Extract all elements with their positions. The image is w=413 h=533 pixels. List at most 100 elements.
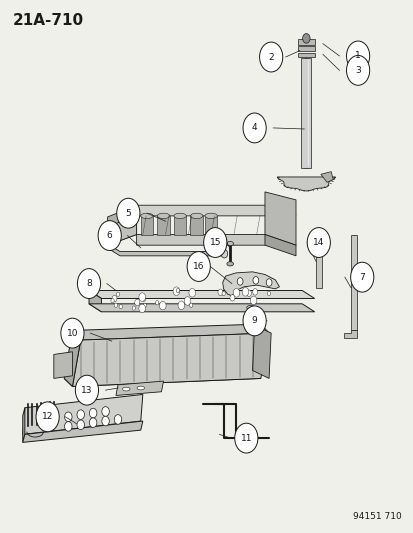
Text: 9: 9: [251, 317, 257, 325]
Circle shape: [159, 301, 166, 310]
Text: 2: 2: [268, 53, 273, 61]
FancyBboxPatch shape: [297, 39, 314, 45]
Circle shape: [184, 297, 190, 305]
Text: 16: 16: [192, 262, 204, 271]
Circle shape: [302, 34, 309, 43]
Circle shape: [132, 306, 135, 310]
Polygon shape: [107, 216, 136, 245]
Circle shape: [64, 412, 72, 422]
Circle shape: [143, 303, 146, 308]
Circle shape: [61, 318, 84, 348]
Circle shape: [138, 304, 145, 313]
Ellipse shape: [137, 386, 144, 390]
Text: 11: 11: [240, 434, 252, 442]
Text: 1: 1: [354, 52, 360, 60]
Circle shape: [259, 42, 282, 72]
Polygon shape: [72, 333, 268, 386]
Polygon shape: [222, 272, 279, 296]
Circle shape: [187, 252, 210, 281]
Circle shape: [77, 410, 84, 419]
Ellipse shape: [173, 213, 186, 219]
Text: 12: 12: [42, 413, 53, 421]
Polygon shape: [173, 216, 186, 235]
Circle shape: [221, 292, 225, 296]
Polygon shape: [89, 304, 314, 312]
Circle shape: [89, 408, 97, 418]
Circle shape: [111, 298, 114, 303]
Ellipse shape: [226, 241, 233, 246]
Circle shape: [112, 295, 117, 302]
Circle shape: [233, 288, 239, 297]
Polygon shape: [64, 330, 81, 386]
Circle shape: [142, 297, 145, 302]
Text: 6: 6: [107, 231, 112, 240]
Circle shape: [221, 249, 227, 258]
Circle shape: [188, 288, 195, 297]
Circle shape: [178, 301, 184, 310]
Polygon shape: [136, 205, 295, 216]
FancyBboxPatch shape: [297, 53, 314, 57]
Ellipse shape: [190, 213, 202, 219]
Circle shape: [246, 290, 251, 296]
Circle shape: [98, 221, 121, 251]
Circle shape: [89, 418, 97, 427]
Polygon shape: [320, 172, 332, 182]
Circle shape: [77, 269, 100, 298]
FancyBboxPatch shape: [350, 235, 356, 330]
Circle shape: [102, 407, 109, 416]
Circle shape: [77, 420, 84, 430]
Ellipse shape: [246, 305, 254, 310]
Circle shape: [267, 291, 270, 295]
Circle shape: [155, 301, 159, 305]
Circle shape: [306, 228, 330, 257]
Circle shape: [346, 55, 369, 85]
Circle shape: [252, 277, 258, 284]
FancyBboxPatch shape: [301, 58, 311, 168]
Circle shape: [75, 375, 98, 405]
Circle shape: [114, 415, 121, 424]
Polygon shape: [136, 235, 295, 245]
Circle shape: [189, 303, 192, 308]
Circle shape: [350, 262, 373, 292]
FancyBboxPatch shape: [297, 46, 314, 51]
Polygon shape: [23, 408, 25, 442]
Circle shape: [102, 416, 109, 426]
Polygon shape: [89, 290, 101, 312]
Circle shape: [242, 306, 266, 336]
Circle shape: [138, 293, 145, 301]
Circle shape: [116, 198, 140, 228]
Polygon shape: [190, 216, 202, 235]
FancyBboxPatch shape: [315, 235, 321, 288]
Text: 94151 710: 94151 710: [352, 512, 401, 521]
Polygon shape: [277, 177, 335, 191]
Text: 7: 7: [358, 273, 364, 281]
Ellipse shape: [157, 213, 169, 219]
Circle shape: [173, 287, 179, 295]
Polygon shape: [64, 370, 260, 386]
Circle shape: [346, 41, 369, 71]
Polygon shape: [343, 330, 356, 338]
Polygon shape: [72, 324, 268, 340]
Circle shape: [237, 278, 242, 285]
Polygon shape: [252, 325, 271, 378]
Polygon shape: [54, 352, 72, 378]
Circle shape: [114, 303, 117, 308]
Polygon shape: [107, 205, 136, 245]
Polygon shape: [157, 216, 169, 235]
Circle shape: [249, 296, 256, 304]
Circle shape: [116, 292, 119, 296]
Polygon shape: [23, 394, 142, 434]
Polygon shape: [264, 235, 295, 256]
Polygon shape: [116, 381, 163, 395]
Text: 10: 10: [66, 329, 78, 337]
Circle shape: [64, 422, 72, 431]
Circle shape: [218, 289, 223, 295]
Text: 3: 3: [354, 66, 360, 75]
Circle shape: [176, 288, 179, 293]
Ellipse shape: [204, 213, 217, 219]
Circle shape: [229, 295, 234, 301]
Circle shape: [119, 304, 122, 309]
Ellipse shape: [122, 387, 130, 391]
Text: 8: 8: [86, 279, 92, 288]
FancyBboxPatch shape: [246, 308, 254, 326]
